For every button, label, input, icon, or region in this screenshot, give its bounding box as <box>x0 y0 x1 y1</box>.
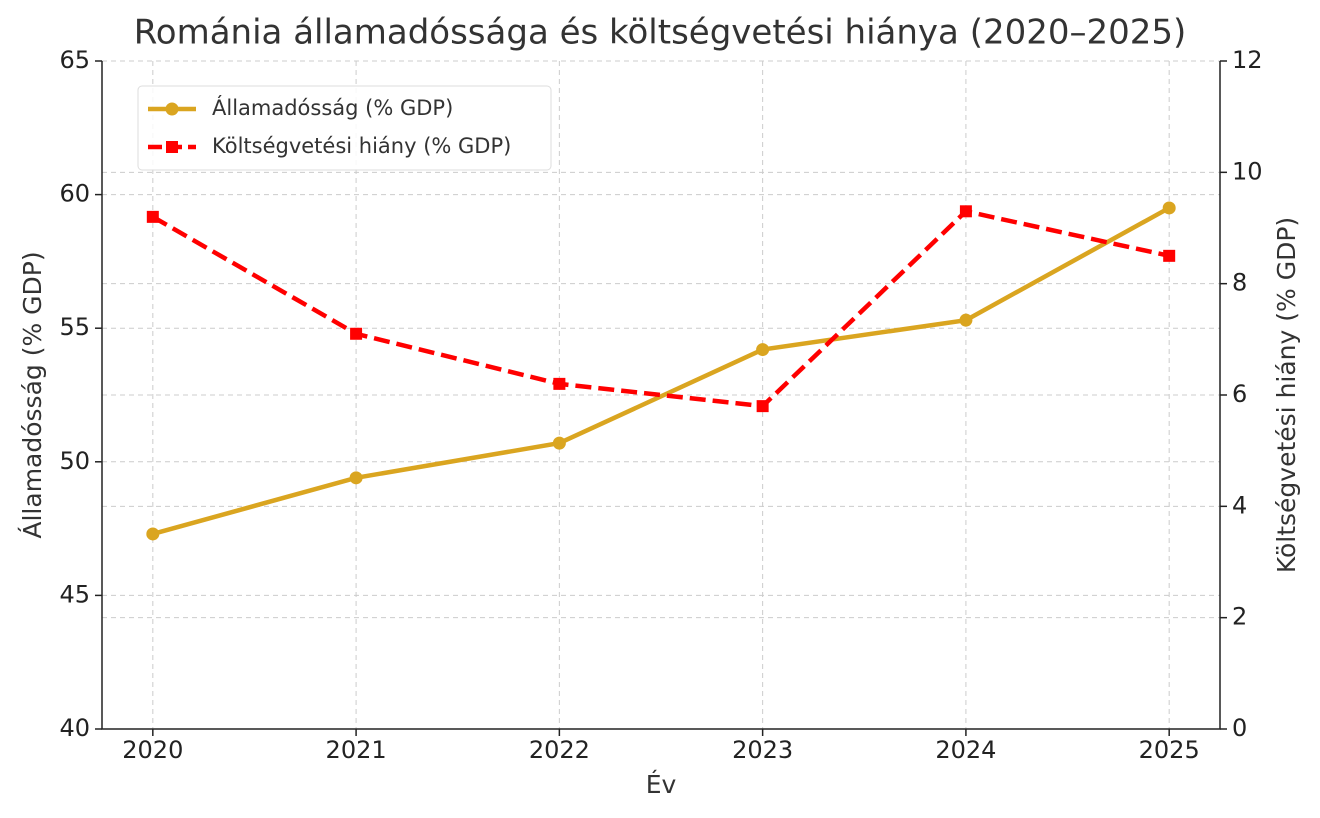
legend: Államadósság (% GDP) Költségvetési hiány … <box>137 85 552 171</box>
y2-axis-label: Költségvetési hiány (% GDP) <box>1272 217 1301 573</box>
y-tick-label: 55 <box>59 313 90 341</box>
y2-tick-label: 6 <box>1232 380 1247 408</box>
y2-tick-label: 4 <box>1232 491 1247 519</box>
y-tick-label: 40 <box>59 714 90 742</box>
marker <box>146 210 159 223</box>
marker <box>349 471 363 485</box>
marker <box>756 343 770 357</box>
y2-tick-label: 2 <box>1232 603 1247 631</box>
marker <box>552 436 566 450</box>
y-tick-label: 45 <box>59 580 90 608</box>
y2-tick-label: 10 <box>1232 157 1263 185</box>
y-tick-label: 60 <box>59 180 90 208</box>
marker <box>756 400 769 413</box>
y2-tick-label: 0 <box>1232 714 1247 742</box>
series-line <box>152 205 1171 537</box>
y2-tick-label: 8 <box>1232 269 1247 297</box>
legend-label: Államadósság (% GDP) <box>212 95 453 120</box>
legend-frame <box>137 85 552 171</box>
y2-tick-label: 12 <box>1232 46 1263 74</box>
x-tick-label: 2023 <box>732 736 793 764</box>
marker <box>959 205 972 218</box>
legend-label: Költségvetési hiány (% GDP) <box>212 134 511 158</box>
marker <box>350 327 363 340</box>
marker <box>959 313 973 327</box>
marker <box>166 141 178 153</box>
marker <box>1162 201 1176 215</box>
chart-title: Románia államadóssága és költségvetési h… <box>134 13 1187 53</box>
marker <box>165 102 179 116</box>
marker <box>146 527 160 541</box>
y-tick-label: 50 <box>59 447 90 475</box>
axis-frame <box>101 61 1221 730</box>
x-tick-label: 2024 <box>935 736 996 764</box>
marker <box>553 377 566 390</box>
series-line <box>151 208 1170 409</box>
x-tick-label: 2022 <box>529 736 590 764</box>
x-tick-label: 2025 <box>1139 736 1200 764</box>
y-tick-label: 65 <box>59 46 90 74</box>
y-axis-label: Államadósság (% GDP) <box>18 251 47 538</box>
x-tick-label: 2021 <box>326 736 387 764</box>
marker <box>1163 249 1176 262</box>
x-axis-label: Év <box>646 770 677 799</box>
x-tick-label: 2020 <box>122 736 183 764</box>
